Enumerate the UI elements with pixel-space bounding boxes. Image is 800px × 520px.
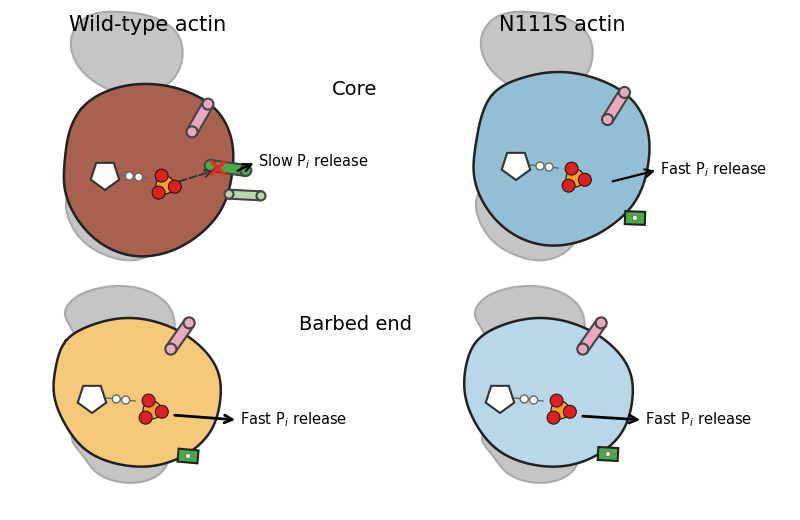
Circle shape bbox=[563, 405, 576, 418]
Circle shape bbox=[122, 396, 130, 404]
Circle shape bbox=[550, 394, 563, 407]
Circle shape bbox=[257, 191, 266, 200]
Polygon shape bbox=[90, 163, 119, 190]
Text: Fast P$_i$ release: Fast P$_i$ release bbox=[645, 411, 752, 430]
Circle shape bbox=[596, 317, 606, 329]
Circle shape bbox=[578, 173, 591, 186]
Polygon shape bbox=[476, 178, 582, 261]
Circle shape bbox=[156, 176, 174, 194]
Text: N111S actin: N111S actin bbox=[498, 15, 626, 35]
Circle shape bbox=[547, 411, 560, 424]
Polygon shape bbox=[598, 447, 618, 461]
Circle shape bbox=[184, 317, 194, 329]
Polygon shape bbox=[578, 320, 606, 352]
Polygon shape bbox=[464, 318, 633, 466]
Circle shape bbox=[545, 163, 553, 171]
Polygon shape bbox=[502, 153, 530, 180]
Circle shape bbox=[142, 394, 155, 407]
Polygon shape bbox=[72, 415, 169, 483]
Polygon shape bbox=[65, 286, 174, 366]
Circle shape bbox=[565, 162, 578, 175]
Polygon shape bbox=[178, 449, 198, 463]
Circle shape bbox=[566, 169, 584, 187]
Text: Slow P$_i$ release: Slow P$_i$ release bbox=[258, 153, 369, 172]
Text: Barbed end: Barbed end bbox=[298, 315, 411, 334]
Text: Fast P$_i$ release: Fast P$_i$ release bbox=[240, 411, 347, 430]
Polygon shape bbox=[625, 211, 646, 225]
Text: Core: Core bbox=[332, 80, 378, 99]
Circle shape bbox=[602, 114, 613, 125]
Polygon shape bbox=[166, 320, 194, 352]
Circle shape bbox=[166, 344, 176, 355]
Circle shape bbox=[205, 160, 216, 171]
Circle shape bbox=[578, 344, 588, 355]
Circle shape bbox=[633, 215, 638, 220]
Circle shape bbox=[152, 186, 165, 199]
Circle shape bbox=[139, 411, 152, 424]
Circle shape bbox=[155, 169, 168, 182]
Circle shape bbox=[530, 396, 538, 404]
Circle shape bbox=[186, 453, 190, 459]
Circle shape bbox=[225, 190, 234, 199]
Polygon shape bbox=[474, 72, 650, 245]
Polygon shape bbox=[475, 286, 585, 366]
Polygon shape bbox=[187, 101, 213, 135]
Circle shape bbox=[168, 180, 182, 193]
Polygon shape bbox=[78, 386, 106, 413]
Polygon shape bbox=[66, 178, 172, 261]
Circle shape bbox=[134, 173, 142, 181]
Polygon shape bbox=[210, 160, 246, 176]
Text: Fast P$_i$ release: Fast P$_i$ release bbox=[660, 161, 767, 179]
Polygon shape bbox=[71, 12, 182, 94]
Polygon shape bbox=[482, 415, 579, 483]
Circle shape bbox=[606, 451, 610, 457]
Circle shape bbox=[619, 87, 630, 98]
Circle shape bbox=[186, 126, 198, 137]
Polygon shape bbox=[64, 84, 234, 256]
Circle shape bbox=[143, 401, 161, 419]
Circle shape bbox=[126, 172, 134, 180]
Circle shape bbox=[562, 179, 575, 192]
Circle shape bbox=[520, 395, 528, 403]
Polygon shape bbox=[486, 386, 514, 413]
Polygon shape bbox=[229, 190, 262, 200]
Polygon shape bbox=[603, 89, 629, 123]
Circle shape bbox=[112, 395, 120, 403]
Polygon shape bbox=[54, 318, 221, 466]
Circle shape bbox=[551, 401, 569, 419]
Circle shape bbox=[240, 165, 251, 176]
Polygon shape bbox=[481, 12, 593, 94]
Circle shape bbox=[155, 405, 168, 418]
Circle shape bbox=[536, 162, 544, 170]
Circle shape bbox=[202, 99, 214, 110]
Text: Wild-type actin: Wild-type actin bbox=[70, 15, 226, 35]
